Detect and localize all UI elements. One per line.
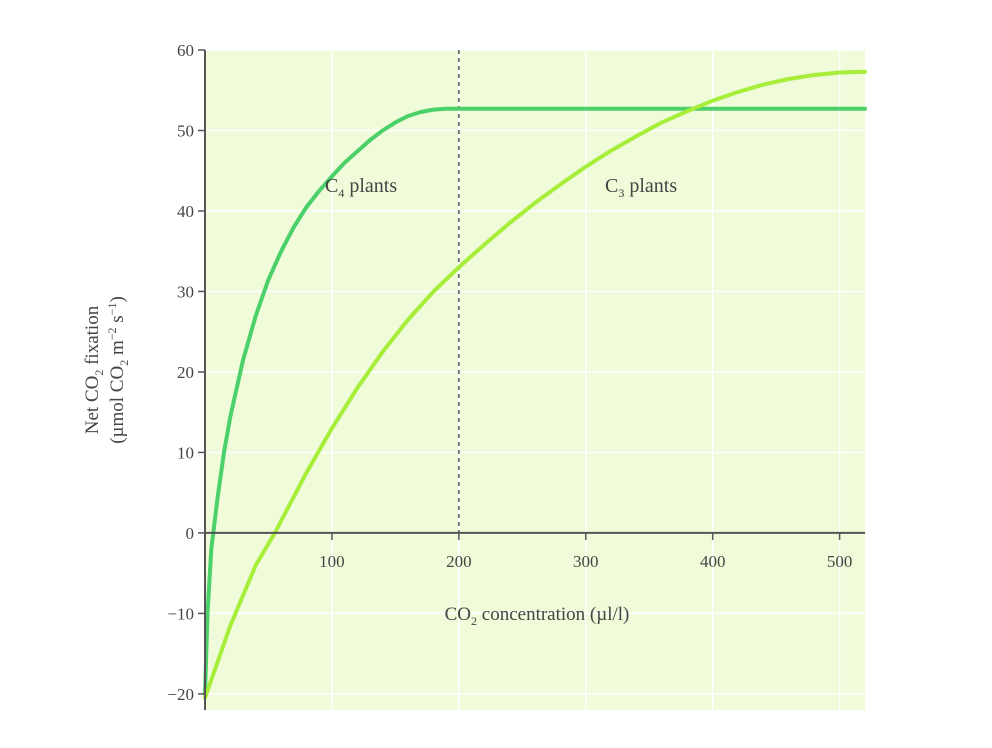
y-tick-label: 0: [186, 524, 195, 543]
series-line-c4: [203, 106, 867, 696]
y-tick-label: 30: [177, 282, 194, 301]
y-tick-label: 50: [177, 121, 194, 140]
y-tick-label: −20: [167, 685, 194, 704]
x-tick-label: 300: [573, 552, 599, 571]
series-group: [203, 69, 867, 700]
x-tick-label: 100: [319, 552, 345, 571]
y-ticks: −20 −10 0 10 20 30 40 50 60: [167, 41, 205, 704]
series-line-c3: [203, 69, 867, 700]
y-axis-title: Net CO2 fixation (µmol CO2 m−2 s−1): [82, 296, 131, 444]
y-axis-title-line2: (µmol CO2 m−2 s−1): [105, 296, 131, 444]
x-tick-label: 400: [700, 552, 726, 571]
y-tick-label: 20: [177, 363, 194, 382]
x-axis-title: CO2 concentration (µl/l): [445, 604, 630, 628]
x-tick-label: 200: [446, 552, 472, 571]
series-label-c4: C4 plants: [325, 175, 397, 200]
y-tick-label: 60: [177, 41, 194, 60]
series-label-c3: C3 plants: [605, 175, 677, 200]
x-tick-label: 500: [827, 552, 853, 571]
y-tick-label: 40: [177, 202, 194, 221]
y-tick-label: −10: [167, 604, 194, 623]
plot-background: [205, 50, 865, 710]
y-axis-title-line1: Net CO2 fixation: [82, 305, 106, 434]
y-tick-label: 10: [177, 443, 194, 462]
x-ticks: 100 200 300 400 500: [319, 532, 853, 571]
